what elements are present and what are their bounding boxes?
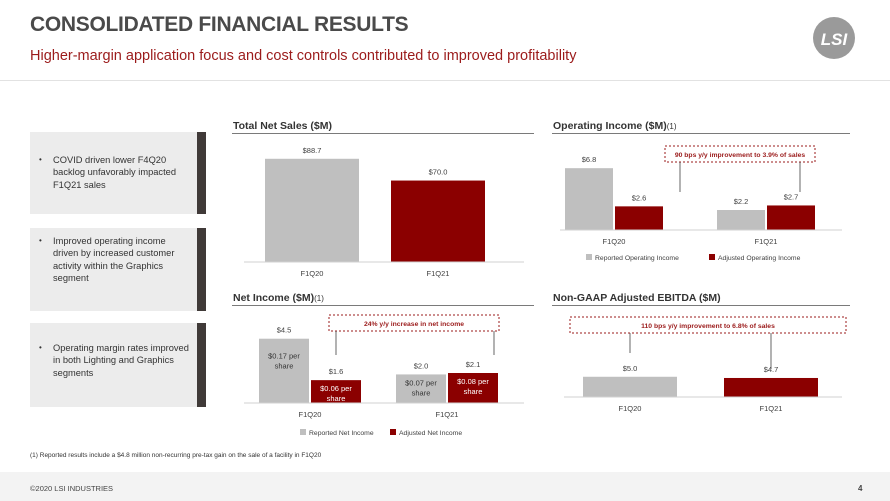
page-number: 4 <box>858 484 863 493</box>
per-share-label: $0.17 per <box>268 352 300 361</box>
header-divider <box>0 80 890 81</box>
operating-income-title: Operating Income ($M)(1) <box>553 120 677 132</box>
ebitda-value-label: $4.7 <box>764 365 779 374</box>
ebitda-title-rule <box>552 305 850 306</box>
per-share-label: $0.08 per <box>457 377 489 386</box>
bullet-text: Improved operating income driven by incr… <box>53 236 175 283</box>
operating-income-annotation-box <box>664 145 816 163</box>
bullet-box-sales: • COVID driven lower F4Q20 backlog unfav… <box>30 132 206 214</box>
bullet-text: Operating margin rates improved in both … <box>53 343 189 378</box>
per-share-label: share <box>412 388 431 397</box>
ebitda-category-label: F1Q21 <box>760 404 783 413</box>
net-income-bar <box>311 380 361 403</box>
net-sales-title: Total Net Sales ($M) <box>233 120 332 132</box>
ebitda-category-label: F1Q20 <box>619 404 642 413</box>
bullet-accent-bar <box>197 323 206 407</box>
net-income-bar <box>396 374 446 403</box>
legend-swatch-adjusted <box>709 254 715 260</box>
ebitda-chart: $5.0 F1Q20 $4.7 F1Q21 110 bps y/y improvemen… <box>564 316 847 413</box>
net-income-bar <box>259 338 309 403</box>
net-income-value-label: $4.5 <box>277 326 292 335</box>
legend-label-reported: Reported Operating Income <box>595 255 679 262</box>
net-sales-value-label: $70.0 <box>429 168 448 177</box>
bullet-marker: • <box>39 343 42 352</box>
legend-swatch-adjusted <box>390 429 396 435</box>
net-income-category-label: F1Q21 <box>436 410 459 419</box>
net-income-title-rule <box>232 305 534 306</box>
footnote: (1) Reported results include a $4.8 mill… <box>30 452 322 459</box>
operating-income-bar <box>615 206 663 230</box>
footer-bar <box>0 472 890 501</box>
copyright: ©2020 LSI INDUSTRIES <box>30 484 114 493</box>
net-income-title: Net Income ($M)(1) <box>233 292 324 304</box>
net-income-annotation-box <box>328 314 500 332</box>
bullet-accent-bar <box>197 132 206 214</box>
operating-income-bar <box>717 210 765 230</box>
bullet-box-operating-income: • Improved operating income driven by in… <box>30 228 206 311</box>
net-sales-category-label: F1Q20 <box>301 269 324 278</box>
net-sales-title-rule <box>232 133 534 134</box>
operating-income-bar <box>565 168 613 230</box>
legend-swatch-reported <box>586 254 592 260</box>
per-share-label: share <box>275 362 294 371</box>
net-income-category-label: F1Q20 <box>299 410 322 419</box>
net-income-value-label: $2.0 <box>414 361 429 370</box>
page-subtitle: Higher-margin application focus and cost… <box>30 48 577 64</box>
net-income-bar <box>448 373 498 403</box>
per-share-label: $0.07 per <box>405 378 437 387</box>
bullet-marker: • <box>39 236 42 245</box>
net-income-annotation: 24% y/y increase in net income <box>364 321 464 328</box>
footnote-marker: (1) <box>314 294 324 303</box>
operating-income-annotation: 90 bps y/y improvement to 3.9% of sales <box>675 152 806 159</box>
logo-text: LSI <box>821 30 849 49</box>
per-share-label: share <box>464 387 483 396</box>
bullet-box-margin: • Operating margin rates improved in bot… <box>30 323 206 407</box>
operating-income-category-label: F1Q21 <box>755 237 778 246</box>
per-share-label: $0.06 per <box>320 384 352 393</box>
operating-income-value-label: $6.8 <box>582 155 597 164</box>
operating-income-category-label: F1Q20 <box>603 237 626 246</box>
net-income-value-label: $1.6 <box>329 367 344 376</box>
bullet-text: COVID driven lower F4Q20 backlog unfavor… <box>53 155 176 190</box>
net-sales-chart: $88.7 F1Q20 $70.0 F1Q21 <box>244 146 524 278</box>
page-title: CONSOLIDATED FINANCIAL RESULTS <box>30 13 409 36</box>
operating-income-title-rule <box>552 133 850 134</box>
operating-income-value-label: $2.2 <box>734 197 749 206</box>
bullet-accent-bar <box>197 228 206 311</box>
net-sales-category-label: F1Q21 <box>427 269 450 278</box>
net-sales-bar <box>265 158 359 262</box>
operating-income-chart: $6.8 $2.2 $2.6 $2.7 F1Q20 F1Q21 90 bps y/y imp… <box>560 145 842 262</box>
ebitda-bar <box>583 376 677 397</box>
lsi-logo: LSI <box>813 17 855 59</box>
footnote-marker: (1) <box>666 122 677 131</box>
legend-swatch-reported <box>300 429 306 435</box>
operating-income-bar <box>767 205 815 230</box>
legend-label-adjusted: Adjusted Operating Income <box>718 255 801 262</box>
per-share-label: share <box>327 394 346 403</box>
ebitda-annotation: 110 bps y/y improvement to 6.8% of sales <box>641 323 775 330</box>
ebitda-annotation-box <box>569 316 847 334</box>
operating-income-value-label: $2.7 <box>784 192 799 201</box>
net-income-value-label: $2.1 <box>466 360 481 369</box>
legend-label-adjusted: Adjusted Net Income <box>399 430 462 437</box>
legend-label-reported: Reported Net Income <box>309 430 374 437</box>
ebitda-bar <box>724 377 818 397</box>
net-sales-value-label: $88.7 <box>303 146 322 155</box>
ebitda-value-label: $5.0 <box>623 364 638 373</box>
ebitda-title: Non-GAAP Adjusted EBITDA ($M) <box>553 292 721 304</box>
bullet-marker: • <box>39 155 42 164</box>
operating-income-value-label: $2.6 <box>632 193 647 202</box>
net-sales-bar <box>391 180 485 262</box>
